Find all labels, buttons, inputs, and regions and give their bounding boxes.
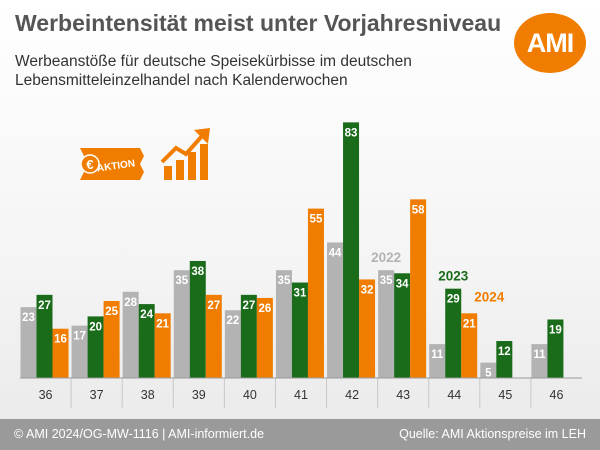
series-label-2022: 2022 (371, 250, 401, 265)
bar-2023-kw37 (87, 316, 104, 378)
promo-label: AKTION (96, 158, 136, 174)
data-label-2023-kw39: 38 (191, 266, 204, 278)
bar-2022-kw46 (531, 344, 548, 378)
data-label-2022-kw39: 35 (175, 275, 188, 287)
bar-2024-kw38 (154, 313, 171, 378)
data-label-2024-kw42: 32 (361, 284, 374, 296)
x-tick-label-kw41: 41 (294, 388, 308, 402)
bar-2022-kw39 (173, 270, 190, 378)
bar-2024-kw36 (52, 328, 69, 378)
bar-2024-kw42 (359, 279, 376, 378)
subtitle-line-1: Werbeanstöße für deutsche Speisekürbisse… (15, 53, 412, 70)
data-label-2024-kw43: 58 (412, 204, 425, 216)
x-tick-label-kw38: 38 (141, 388, 155, 402)
bar-2024-kw43 (410, 199, 427, 378)
data-label-2023-kw44: 29 (447, 294, 460, 306)
bar-2024-kw39 (205, 294, 222, 378)
growth-chart-icon (160, 128, 210, 180)
data-label-2023-kw36: 27 (38, 300, 51, 312)
data-label-2023-kw37: 20 (89, 321, 102, 333)
bar-2024-kw44 (461, 313, 478, 378)
data-label-2024-kw39: 27 (207, 300, 220, 312)
data-label-2024-kw44: 21 (463, 318, 476, 330)
bar-2022-kw40 (224, 310, 241, 378)
price-tag-icon: € AKTION (80, 148, 144, 180)
data-label-2023-kw46: 19 (549, 324, 562, 336)
x-tick-label-kw42: 42 (345, 388, 359, 402)
euro-badge (80, 154, 100, 174)
x-tick-label-kw37: 37 (90, 388, 104, 402)
bar-2024-kw40 (256, 297, 273, 378)
bar-2023-kw36 (36, 294, 53, 378)
x-tick-label-kw44: 44 (447, 388, 461, 402)
data-label-2024-kw38: 21 (156, 318, 169, 330)
bar-2023-kw39 (189, 260, 206, 378)
x-tick-label-kw43: 43 (396, 388, 410, 402)
bar-2023-kw41 (291, 282, 308, 378)
data-label-2024-kw41: 55 (310, 214, 323, 226)
bar-2022-kw44 (429, 344, 446, 378)
data-label-2022-kw44: 11 (431, 349, 444, 361)
data-label-2022-kw42: 44 (329, 247, 342, 259)
x-tick-label-kw39: 39 (192, 388, 206, 402)
promo-illustration: € AKTION (80, 128, 210, 180)
footer-source: Quelle: AMI Aktionspreise im LEH (399, 427, 586, 441)
data-label-2022-kw40: 22 (226, 315, 239, 327)
data-label-2023-kw41: 31 (294, 288, 307, 300)
data-label-2022-kw37: 17 (73, 331, 86, 343)
bar-2022-kw42 (327, 242, 344, 378)
bar-2022-kw38 (122, 291, 139, 378)
bar-2022-kw45 (480, 362, 497, 378)
data-label-2022-kw43: 35 (380, 275, 393, 287)
bar-2023-kw42 (343, 122, 360, 378)
footer-copyright: © AMI 2024/OG-MW-1116 | AMI-informiert.d… (14, 427, 265, 441)
data-label-2022-kw36: 23 (22, 312, 35, 324)
x-tick-label-kw45: 45 (498, 388, 512, 402)
bar-2023-kw38 (138, 304, 155, 378)
data-label-2024-kw37: 25 (105, 306, 118, 318)
bar-2023-kw43 (394, 273, 411, 378)
data-label-2024-kw40: 26 (258, 303, 271, 315)
data-label-2023-kw43: 34 (396, 278, 409, 290)
x-tick-label-kw46: 46 (550, 388, 564, 402)
bar-2023-kw40 (240, 294, 257, 378)
bar-2024-kw41 (307, 208, 324, 378)
data-label-2022-kw38: 28 (124, 297, 137, 309)
x-tick-label-kw36: 36 (39, 388, 53, 402)
chart-subtitle: Werbeanstöße für deutsche Speisekürbisse… (15, 52, 485, 90)
chart-title: Werbeintensität meist unter Vorjahresniv… (15, 10, 502, 36)
data-label-2023-kw45: 12 (498, 346, 511, 358)
data-label-2022-kw45: 5 (485, 368, 492, 380)
bar-2022-kw43 (378, 270, 395, 378)
footer-bar: © AMI 2024/OG-MW-1116 | AMI-informiert.d… (0, 419, 600, 450)
x-tick-label-kw40: 40 (243, 388, 257, 402)
bar-2023-kw45 (496, 341, 513, 378)
ami-logo: AMI (514, 13, 586, 73)
series-label-2024: 2024 (474, 289, 505, 304)
euro-symbol-icon: € (86, 157, 93, 172)
data-label-2023-kw42: 83 (345, 127, 358, 139)
data-label-2022-kw46: 11 (533, 349, 546, 361)
bar-2024-kw37 (103, 301, 120, 378)
subtitle-line-2: Lebensmitteleinzelhandel nach Kalenderwo… (15, 72, 348, 89)
series-label-2023: 2023 (438, 269, 469, 284)
data-label-2024-kw36: 16 (54, 334, 67, 346)
bar-2023-kw46 (547, 319, 564, 378)
data-label-2023-kw40: 27 (242, 300, 255, 312)
data-label-2023-kw38: 24 (140, 309, 153, 321)
bar-2022-kw37 (71, 325, 88, 378)
data-label-2022-kw41: 35 (278, 275, 291, 287)
bar-2022-kw36 (20, 307, 37, 378)
bar-2022-kw41 (275, 270, 292, 378)
bar-2023-kw44 (445, 288, 462, 378)
